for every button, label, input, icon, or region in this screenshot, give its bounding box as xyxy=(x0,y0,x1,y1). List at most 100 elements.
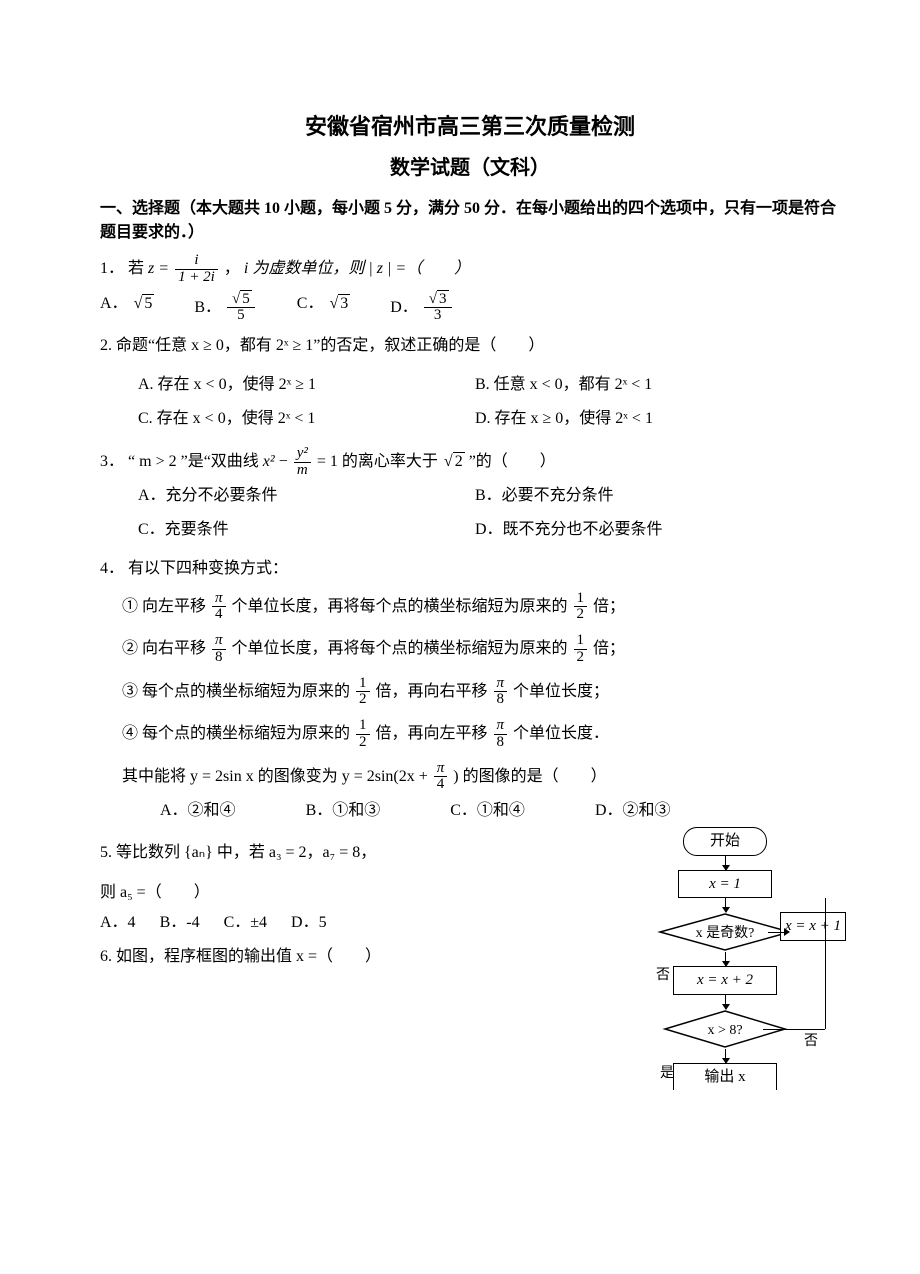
exam-subtitle: 数学试题（文科） xyxy=(100,153,840,183)
fc-arrow-icon xyxy=(725,856,726,870)
q5-stem2: 则 a₅ =（ ） xyxy=(100,881,590,905)
q4-t1-pre: ① 向左平移 xyxy=(122,597,210,614)
section-1-heading: 一、选择题（本大题共 10 小题，每小题 5 分，满分 50 分．在每小题给出的… xyxy=(100,197,840,245)
q2-number: 2. xyxy=(100,337,112,354)
q3-fraction: y² m xyxy=(294,446,311,479)
q4-stem: 有以下四种变换方式： xyxy=(128,560,288,577)
fc-cond1-text: x 是奇数? xyxy=(696,924,755,941)
exam-title: 安徽省宿州市高三第三次质量检测 xyxy=(100,110,840,143)
q5-q6-row: 5. 等比数列 {aₙ} 中，若 a₃ = 2，a₇ = 8， 则 a₅ =（ … xyxy=(100,833,840,1090)
q4-t1-n2: 1 xyxy=(574,591,588,608)
q6-stem: 如图，程序框图的输出值 x =（ ） xyxy=(116,948,381,965)
q5-opt-d: D．5 xyxy=(291,911,327,935)
sqrt-icon: 5 xyxy=(230,292,252,308)
q5-stem: 等比数列 {aₙ} 中，若 a₃ = 2，a₇ = 8， xyxy=(116,844,376,861)
q4-t1-n: π xyxy=(212,591,226,608)
fc-no-label-1: 否 xyxy=(656,965,670,986)
q4-t3-n2: π xyxy=(494,676,508,693)
q4-t3: ③ 每个点的横坐标缩短为原来的 12 倍，再向右平移 π8 个单位长度； xyxy=(122,676,840,709)
q1-b-label: B． xyxy=(194,298,221,315)
fc-arrow-icon xyxy=(725,995,726,1009)
q1-i-desc: i 为虚数单位，则 | z | =（ ） xyxy=(244,260,470,277)
sqrt-icon: 5 xyxy=(132,292,155,316)
question-4: 4． 有以下四种变换方式： ① 向左平移 π4 个单位长度，再将每个点的横坐标缩… xyxy=(100,557,840,824)
q2-options: A. 存在 x < 0，使得 2ˣ ≥ 1 B. 任意 x < 0，都有 2ˣ … xyxy=(138,368,840,436)
fc-line-icon xyxy=(763,1029,825,1030)
fc-step: x = x + 2 xyxy=(673,966,777,995)
q1-d-label: D． xyxy=(390,298,418,315)
fc-cond2-row: x > 8? 否 xyxy=(610,1009,840,1049)
q3-x2: x² xyxy=(263,453,275,470)
q2-opt-b: B. 任意 x < 0，都有 2ˣ < 1 xyxy=(475,373,812,397)
q3-frac-num: y² xyxy=(294,446,311,463)
q5-number: 5. xyxy=(100,844,112,861)
q4-options: A．②和④ B．①和③ C．①和④ D．②和③ xyxy=(160,799,840,823)
q6-number: 6. xyxy=(100,948,112,965)
q4-t2-post: 倍； xyxy=(593,640,625,657)
q5-opt-a: A．4 xyxy=(100,911,136,935)
q3-opt-b: B．必要不充分条件 xyxy=(475,484,812,508)
q3-stem-post: ”的（ ） xyxy=(469,453,556,470)
q4-opt-b: B．①和③ xyxy=(306,799,381,823)
q5-opt-c: C．±4 xyxy=(224,911,267,935)
q2-opt-d: D. 存在 x ≥ 0，使得 2ˣ < 1 xyxy=(475,407,812,431)
q1-stem-pre: 若 xyxy=(128,260,148,277)
q1-d-frac: 3 3 xyxy=(424,292,452,325)
q4-t3-d: 2 xyxy=(356,692,370,708)
q2-opt-c: C. 存在 x < 0，使得 2ˣ < 1 xyxy=(138,407,475,431)
q1-opt-d: D． 3 3 xyxy=(390,292,453,325)
question-2: 2. 命题“任意 x ≥ 0，都有 2ˣ ≥ 1”的否定，叙述正确的是（ ） A… xyxy=(100,334,840,436)
fc-arrowhead-icon xyxy=(784,928,790,936)
q5-opt-b: B．-4 xyxy=(160,911,200,935)
fc-line-icon xyxy=(825,898,826,1029)
q4-opt-d: D．②和③ xyxy=(595,799,671,823)
q3-stem-pre: “ m > 2 ”是“双曲线 xyxy=(128,453,263,470)
q3-opt-d: D．既不充分也不必要条件 xyxy=(475,518,812,542)
question-1: 1． 若 z = i 1 + 2i ， i 为虚数单位，则 | z | =（ ）… xyxy=(100,253,840,324)
q1-opt-c: C． 3 xyxy=(297,292,350,325)
q4-t4-post: 个单位长度． xyxy=(513,725,609,742)
q1-opt-a: A． 5 xyxy=(100,292,154,325)
fc-side: x = x + 1 xyxy=(780,912,846,941)
q4-t3-n: 1 xyxy=(356,676,370,693)
q4-t4-n2: π xyxy=(494,718,508,735)
fc-cond1-row: x 是奇数? 是 x = x + 1 xyxy=(610,912,840,952)
question-6: 6. 如图，程序框图的输出值 x =（ ） xyxy=(100,945,590,969)
q4-t1-d2: 2 xyxy=(574,607,588,623)
q4-final-d: 4 xyxy=(434,777,448,793)
fc-arrow-icon xyxy=(725,1049,726,1063)
fc-no-label-2: 否 xyxy=(804,1031,818,1052)
q5-options: A．4 B．-4 C．±4 D．5 xyxy=(100,911,590,935)
q1-a-val: 5 xyxy=(142,294,154,312)
q1-b-den: 5 xyxy=(227,308,255,324)
q4-t1-mid: 个单位长度，再将每个点的横坐标缩短为原来的 xyxy=(232,597,572,614)
q4-t3-post: 个单位长度； xyxy=(513,682,609,699)
q3-frac-den: m xyxy=(294,463,311,479)
q3-sqrt2: 2 xyxy=(453,452,465,470)
q1-d-num: 3 xyxy=(437,290,449,307)
fc-yes-label-2: 是 xyxy=(660,1063,674,1084)
q4-t2: ② 向右平移 π8 个单位长度，再将每个点的横坐标缩短为原来的 12 倍； xyxy=(122,633,840,666)
fc-arrow-icon xyxy=(725,952,726,966)
q3-eq1: = 1 的离心率大于 xyxy=(317,453,442,470)
sqrt-icon: 3 xyxy=(427,292,449,308)
q4-final-pre: 其中能将 y = 2sin x 的图像变为 y = 2sin(2x + xyxy=(122,767,432,784)
q4-t2-d2: 2 xyxy=(574,650,588,666)
q4-t3-d2: 8 xyxy=(494,692,508,708)
fc-cond2-text: x > 8? xyxy=(707,1023,742,1038)
q2-stem: 命题“任意 x ≥ 0，都有 2ˣ ≥ 1”的否定，叙述正确的是（ ） xyxy=(116,337,544,354)
q4-t2-mid: 个单位长度，再将每个点的横坐标缩短为原来的 xyxy=(232,640,572,657)
fc-arrow-icon xyxy=(725,898,726,912)
q4-t4-d: 2 xyxy=(356,735,370,751)
q3-minus: − xyxy=(279,453,292,470)
q4-t2-n2: 1 xyxy=(574,633,588,650)
q3-opt-a: A．充分不必要条件 xyxy=(138,484,475,508)
q4-t1: ① 向左平移 π4 个单位长度，再将每个点的横坐标缩短为原来的 12 倍； xyxy=(122,591,840,624)
q4-final-n: π xyxy=(434,761,448,778)
q1-z-eq: z = xyxy=(148,260,169,277)
q1-d-den: 3 xyxy=(424,308,452,324)
q4-t3-mid: 倍，再向右平移 xyxy=(376,682,492,699)
q4-opt-a: A．②和④ xyxy=(160,799,236,823)
q3-opt-c: C．充要条件 xyxy=(138,518,475,542)
q4-t4: ④ 每个点的横坐标缩短为原来的 12 倍，再向左平移 π8 个单位长度． xyxy=(122,718,840,751)
